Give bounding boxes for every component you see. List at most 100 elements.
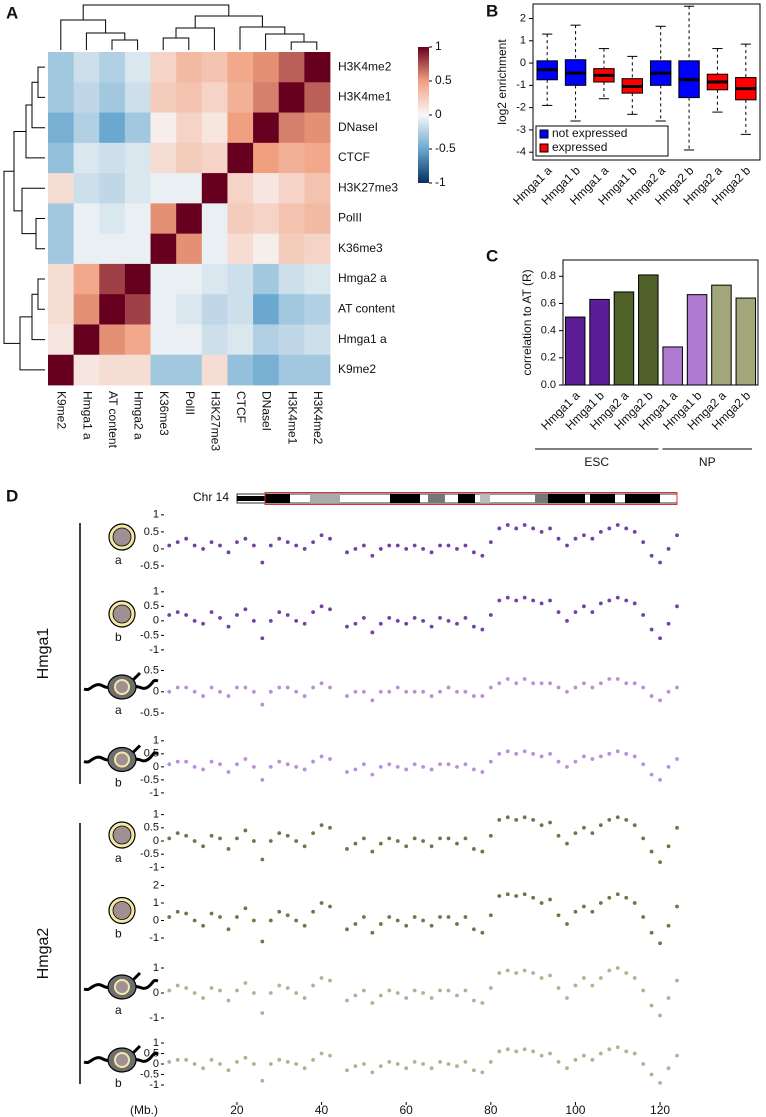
track-point: [649, 772, 654, 777]
row-label: H3K4me1: [338, 90, 392, 104]
track-point: [429, 996, 434, 1000]
track-point: [235, 540, 239, 545]
track-point: [598, 823, 603, 828]
heatmap-cell: [176, 324, 203, 356]
track-point: [429, 624, 434, 629]
track-point: [641, 762, 646, 767]
ideogram-band: [390, 494, 420, 503]
track-point: [421, 839, 426, 843]
track-point: [539, 601, 544, 606]
heatmap-cell: [99, 324, 126, 356]
y-tick-label: 0.2: [541, 352, 556, 364]
track-point: [455, 689, 459, 694]
heatmap-cell: [124, 142, 151, 174]
heatmap-cell: [48, 52, 75, 83]
y-tick-label: 1: [520, 35, 526, 47]
column-label: AT content: [106, 391, 120, 449]
track-point: [243, 828, 248, 833]
track-point: [480, 627, 485, 632]
track-point: [361, 543, 366, 548]
track-point: [471, 847, 476, 851]
track-point: [209, 540, 214, 545]
cell-nucleus: [114, 751, 130, 768]
track-point: [218, 988, 222, 993]
track-point: [675, 978, 679, 983]
track-point: [311, 759, 315, 764]
heatmap-cell: [150, 354, 177, 386]
track-point: [565, 841, 569, 846]
track-point: [632, 601, 637, 606]
row-label: PolII: [338, 211, 362, 225]
track-point: [235, 762, 239, 767]
heatmap-cell: [227, 324, 254, 356]
track-point: [209, 685, 214, 690]
y-tick-label: 0.5: [144, 1047, 159, 1059]
track-point: [311, 540, 315, 545]
track-point: [471, 624, 476, 629]
column-label: DNaseI: [260, 391, 274, 431]
y-tick-label: -0.5: [140, 848, 159, 860]
track-point: [582, 1053, 586, 1058]
track-point: [201, 844, 205, 849]
track-point: [573, 610, 578, 615]
track-point: [582, 825, 586, 830]
track-label: b: [115, 776, 122, 790]
track-point: [277, 610, 282, 615]
track-point: [345, 770, 349, 774]
bar: [613, 291, 635, 386]
heatmap-cell: [150, 142, 177, 174]
track-point: [209, 986, 214, 990]
track-point: [235, 915, 239, 919]
track-point: [514, 681, 519, 686]
track-point: [641, 540, 646, 545]
track-point: [412, 988, 417, 993]
ideogram-band: [590, 494, 615, 503]
track-point: [175, 831, 180, 835]
track-point: [505, 523, 510, 527]
heatmap-cell: [99, 203, 126, 235]
heatmap-cell: [278, 324, 305, 356]
track-point: [607, 677, 612, 681]
heatmap-cell: [176, 142, 203, 174]
track-point: [438, 836, 442, 841]
heatmap-cell: [176, 112, 203, 144]
track-point: [573, 759, 578, 764]
track-point: [260, 857, 265, 862]
chromosome-label: Chr 14: [193, 490, 229, 504]
track-point: [175, 540, 180, 545]
track-point: [455, 547, 459, 551]
y-tick-label: 1: [153, 509, 159, 521]
track-point: [590, 536, 595, 541]
track-point: [184, 536, 189, 541]
heatmap-cell: [253, 112, 280, 144]
heatmap-cell: [253, 233, 280, 265]
y-tick-label: -1: [149, 1079, 159, 1091]
heatmap-cell: [201, 52, 228, 83]
track-point: [378, 993, 383, 998]
track-point: [184, 1057, 189, 1062]
track-point: [277, 759, 282, 764]
track-point: [565, 922, 569, 926]
track-point: [277, 536, 282, 541]
track-point: [175, 983, 180, 988]
track-point: [412, 689, 417, 694]
track-point: [209, 1057, 214, 1062]
track-point: [471, 550, 476, 555]
track-point: [666, 923, 671, 928]
heatmap-cell: [201, 233, 228, 265]
column-label: H3K27me3: [208, 391, 222, 451]
track-point: [319, 901, 324, 905]
track-point: [243, 1055, 248, 1060]
track-point: [429, 923, 434, 928]
track-point: [675, 685, 679, 690]
track-point: [294, 1062, 299, 1066]
track-point: [497, 751, 502, 756]
ideogram-band: [458, 494, 475, 503]
track-point: [522, 892, 527, 897]
y-tick-label: -4: [516, 146, 526, 158]
track-point: [184, 685, 189, 690]
track-point: [480, 553, 485, 558]
track-point: [429, 1066, 434, 1071]
track-point: [192, 543, 197, 548]
track-point: [167, 689, 172, 694]
